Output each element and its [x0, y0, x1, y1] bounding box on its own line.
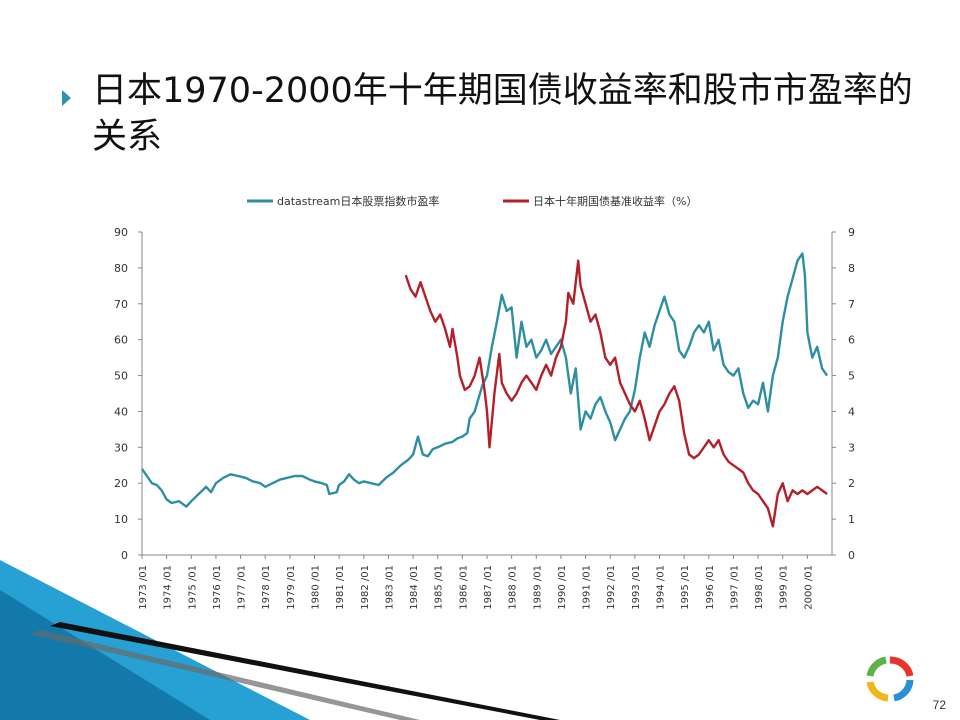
y-left-tick-label: 60	[114, 334, 128, 347]
x-tick-label: 2000 /01	[803, 565, 814, 610]
y-right-tick-label: 7	[848, 298, 855, 311]
x-tick-label: 1979 /01	[286, 565, 297, 610]
corner-swoosh-decoration	[0, 560, 560, 720]
x-tick-label: 1992 /01	[606, 565, 617, 610]
chart-axes: 0 10 20 30 40 50 60 70 80 90 0 1 2 3 4 5 6 7 8 9 1973 /01 197…	[114, 226, 855, 610]
y-right-tick-label: 2	[848, 477, 855, 490]
chart-legend: datastream日本股票指数市盈率 日本十年期国债基准收益率（%）	[247, 194, 697, 208]
x-tick-label: 1991 /01	[582, 565, 593, 610]
y-right-tick-label: 8	[848, 262, 855, 275]
triangle-bullet-icon	[62, 90, 71, 106]
y-left-tick-label: 20	[114, 477, 128, 490]
y-left-tick-label: 90	[114, 226, 128, 239]
y-right-tick-label: 4	[848, 405, 855, 418]
x-tick-label: 1994 /01	[656, 565, 667, 610]
slide-title: 日本1970-2000年十年期国债收益率和股市市盈率的关系	[92, 71, 913, 157]
x-tick-label: 1987 /01	[483, 565, 494, 610]
x-tick-label: 1985 /01	[434, 565, 445, 610]
x-tick-label: 1999 /01	[779, 565, 790, 610]
x-tick-label: 1977 /01	[237, 565, 248, 610]
x-tick-label: 1975 /01	[187, 565, 198, 610]
x-tick-label: 1973 /01	[138, 565, 149, 610]
x-tick-label: 1976 /01	[212, 565, 223, 610]
x-tick-label: 1990 /01	[557, 565, 568, 610]
pe-ratio-line	[141, 252, 829, 508]
chart-series	[141, 252, 829, 528]
x-tick-label: 1997 /01	[729, 565, 740, 610]
bond-yield-line	[404, 259, 828, 528]
x-tick-label: 1974 /01	[163, 565, 174, 610]
y-left-tick-label: 80	[114, 262, 128, 275]
y-left-tick-label: 30	[114, 441, 128, 454]
x-tick-label: 1995 /01	[680, 565, 691, 610]
x-tick-label: 1998 /01	[754, 565, 765, 610]
x-tick-label: 1989 /01	[532, 565, 543, 610]
y-right-tick-label: 6	[848, 334, 855, 347]
x-tick-label: 1996 /01	[705, 565, 716, 610]
y-left-tick-label: 0	[121, 549, 128, 562]
y-right-tick-label: 5	[848, 370, 855, 383]
y-left-tick-label: 40	[114, 405, 128, 418]
ring-logo-icon	[866, 656, 914, 702]
x-tick-label: 1981 /01	[335, 565, 346, 610]
x-tick-label: 1978 /01	[261, 565, 272, 610]
y-right-tick-label: 1	[848, 513, 855, 526]
page-number: 72	[932, 698, 946, 712]
legend-label: datastream日本股票指数市盈率	[277, 194, 439, 208]
x-tick-label: 1984 /01	[409, 565, 420, 610]
x-tick-label: 1988 /01	[508, 565, 519, 610]
x-tick-label: 1983 /01	[384, 565, 395, 610]
y-right-tick-label: 9	[848, 226, 855, 239]
y-left-tick-label: 10	[114, 513, 128, 526]
x-tick-label: 1982 /01	[360, 565, 371, 610]
legend-label: 日本十年期国债基准收益率（%）	[533, 194, 697, 208]
y-right-tick-label: 0	[848, 549, 855, 562]
y-left-tick-label: 50	[114, 370, 128, 383]
y-left-tick-label: 70	[114, 298, 128, 311]
x-tick-label: 1993 /01	[631, 565, 642, 610]
x-tick-label: 1986 /01	[458, 565, 469, 610]
x-tick-label: 1980 /01	[311, 565, 322, 610]
y-right-tick-label: 3	[848, 441, 855, 454]
